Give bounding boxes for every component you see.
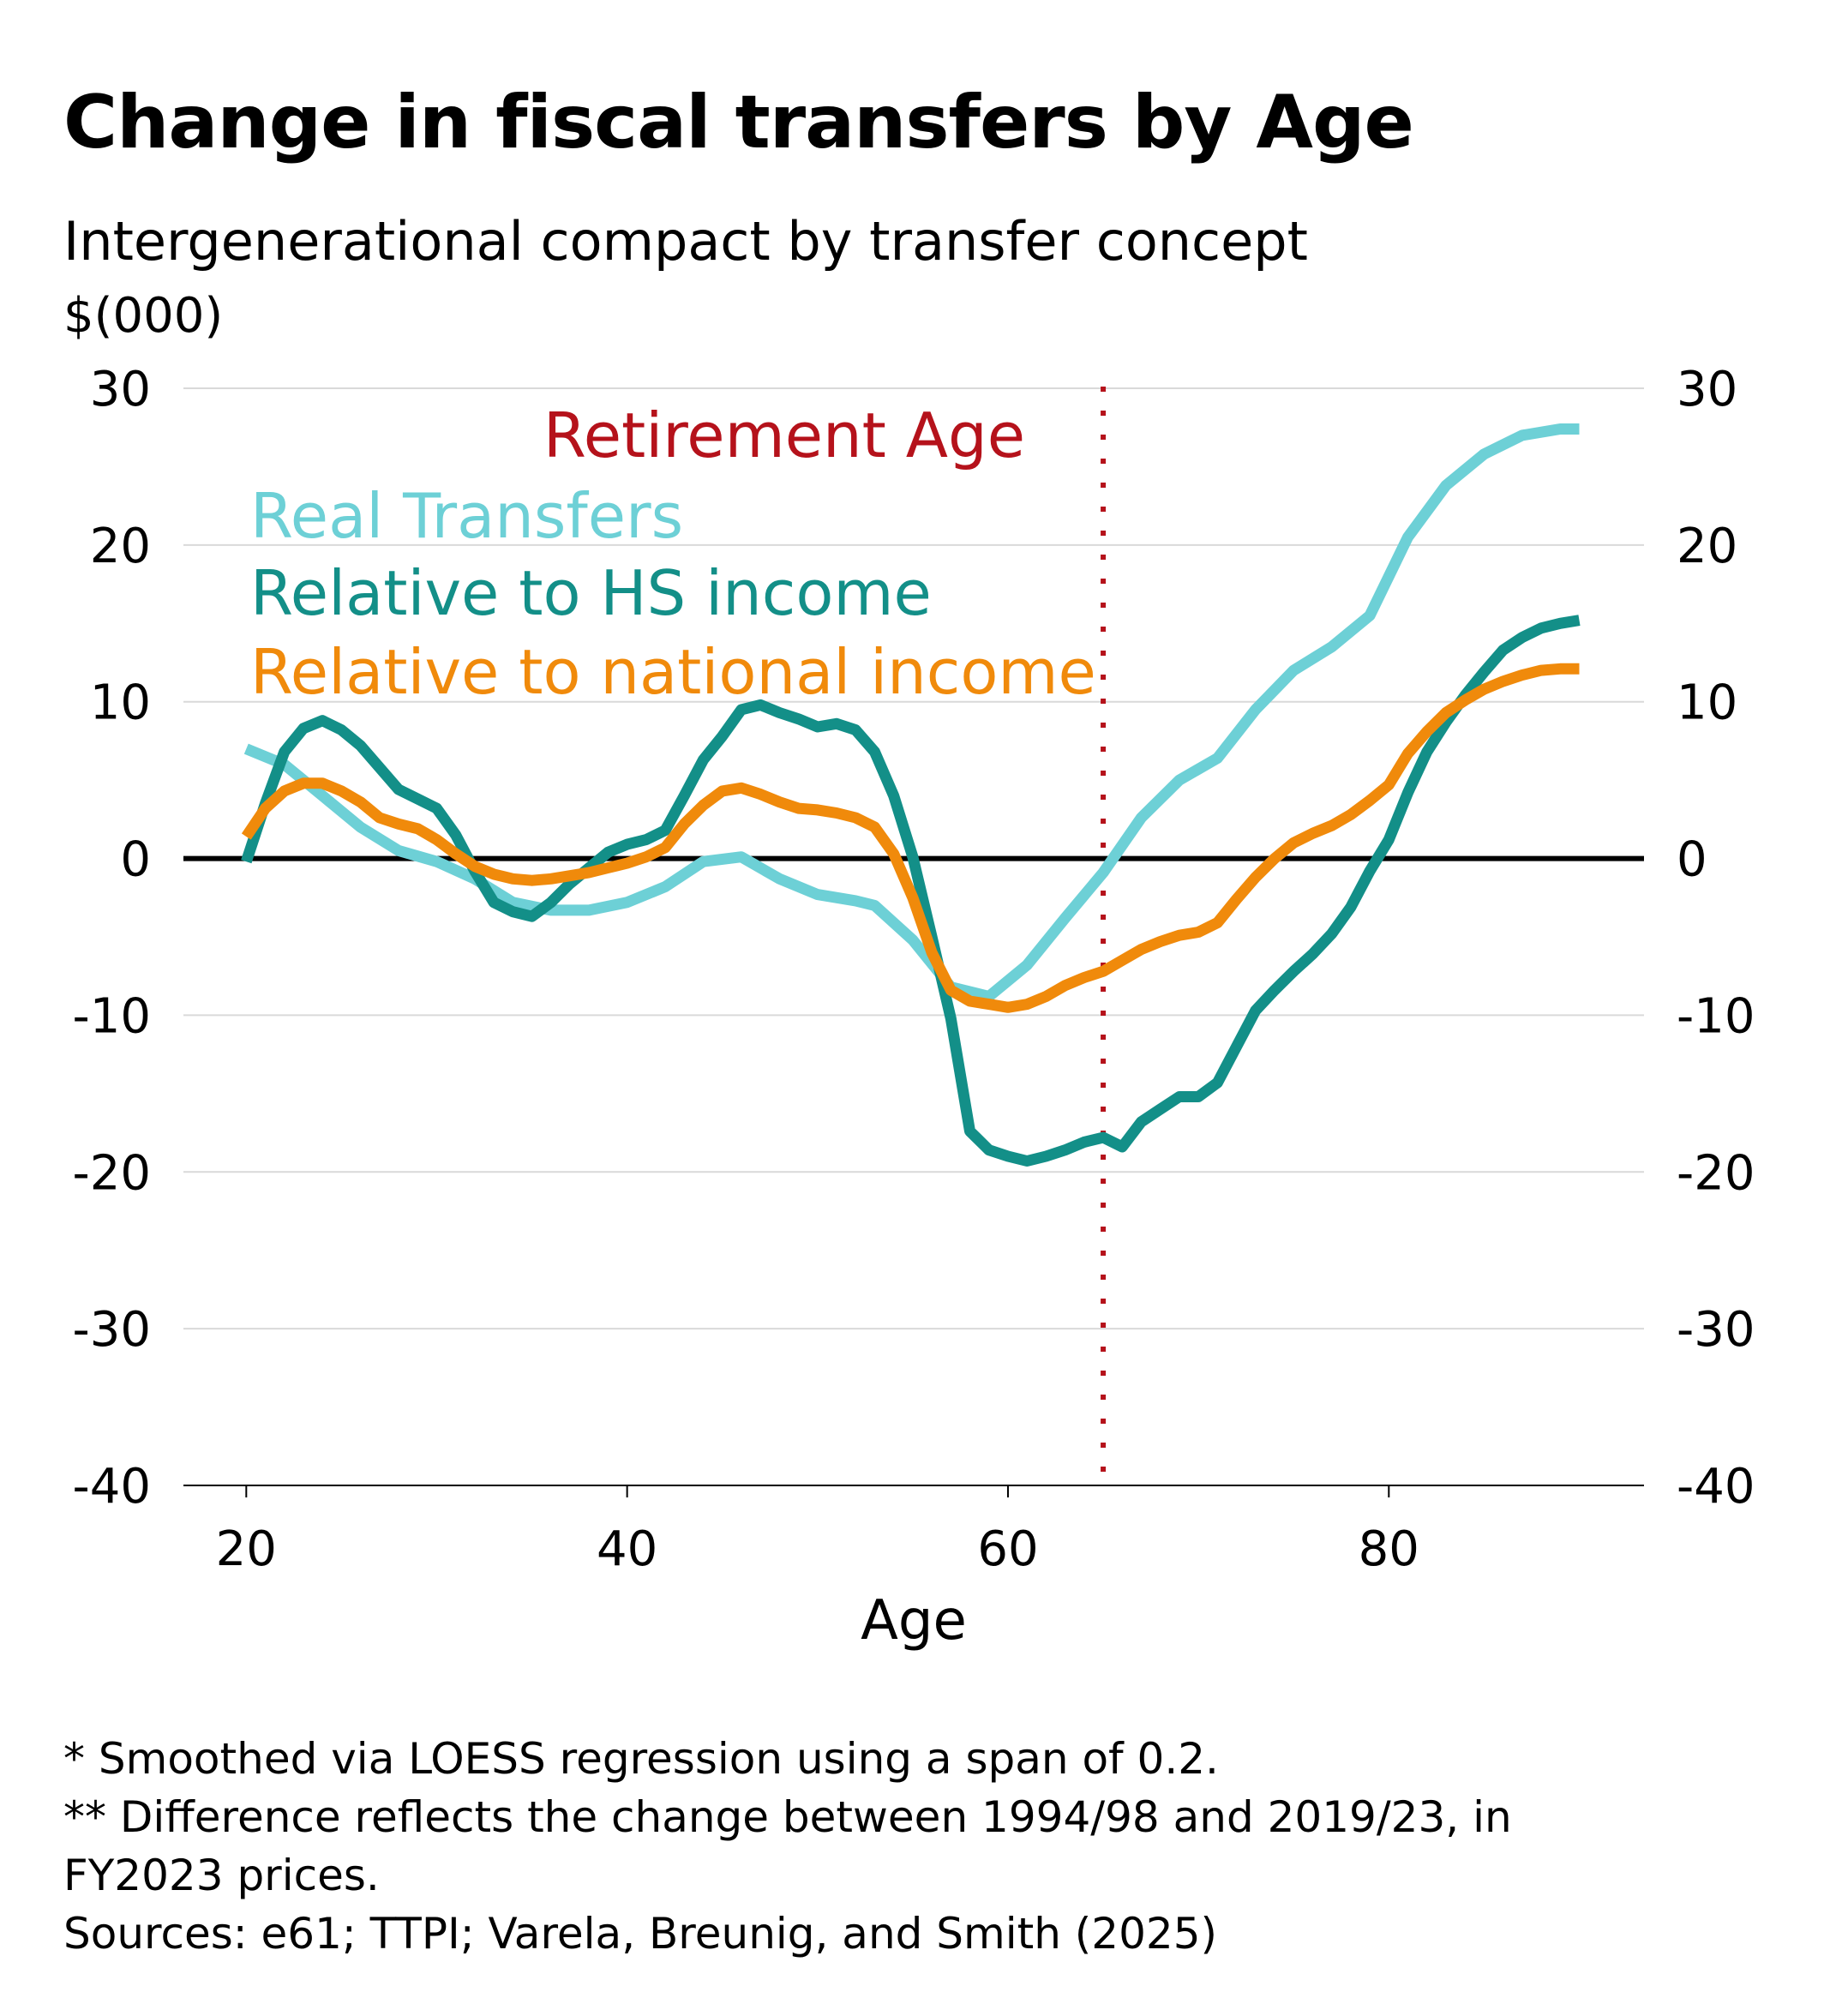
y-tick-label: 0: [120, 832, 151, 888]
y-tick-label-right: -20: [1677, 1145, 1755, 1201]
legend-entry: Relative to national income: [250, 636, 1096, 708]
y-tick-label: -10: [73, 988, 151, 1044]
y-tick-label: -20: [73, 1145, 151, 1201]
footnote-line: Sources: e61; TTPI; Varela, Breunig, and…: [63, 1909, 1218, 1959]
x-tick-label: 40: [597, 1521, 657, 1577]
series-line-3: [241, 663, 1580, 1013]
y-tick-label: 30: [90, 362, 151, 417]
axes: 30 30 20 20 10 10 0 0 -10 -10 -20 -20 -30 -30 -40 -40 20…: [73, 362, 1755, 1653]
footnotes: * Smoothed via LOESS regression using a …: [63, 1730, 1778, 1963]
footnote-line: ** Difference reflects the change betwee…: [63, 1792, 1512, 1842]
x-axis-label: Age: [861, 1589, 967, 1653]
legend-entry: Real Transfers: [250, 480, 683, 552]
y-tick-label: -40: [73, 1459, 151, 1515]
y-tick-label: 10: [90, 675, 151, 731]
y-tick-label: 20: [90, 519, 151, 574]
annotations: Retirement Age: [543, 387, 1107, 1485]
y-tick-label: -30: [73, 1302, 151, 1358]
series-lines: [241, 423, 1581, 1167]
y-tick-label-right: -10: [1677, 988, 1755, 1044]
footnote-line: * Smoothed via LOESS regression using a …: [63, 1734, 1219, 1784]
y-tick-label-right: 10: [1677, 675, 1737, 731]
retirement-age-label: Retirement Age: [543, 399, 1025, 471]
x-tick-label: 60: [977, 1521, 1038, 1577]
chart-subtitle: Intergenerational compact by transfer co…: [63, 210, 1308, 273]
y-tick-label-right: -30: [1677, 1302, 1755, 1358]
x-tick-label: 20: [216, 1521, 277, 1577]
y-tick-label-right: -40: [1677, 1459, 1755, 1515]
line-chart: 30 30 20 20 10 10 0 0 -10 -10 -20 -20 -30 -30 -40 -40 20…: [73, 362, 1755, 1653]
y-tick-label-right: 30: [1677, 362, 1737, 417]
legend-entry: Relative to HS income: [250, 557, 932, 629]
gridlines: [183, 387, 1644, 1486]
chart-title: Change in fiscal transfers by Age: [63, 80, 1414, 165]
y-axis-units: $(000): [63, 288, 224, 344]
y-tick-label-right: 0: [1677, 832, 1707, 888]
x-tick-label: 80: [1359, 1521, 1419, 1577]
y-tick-label-right: 20: [1677, 519, 1737, 574]
footnote-line: FY2023 prices.: [63, 1851, 380, 1900]
